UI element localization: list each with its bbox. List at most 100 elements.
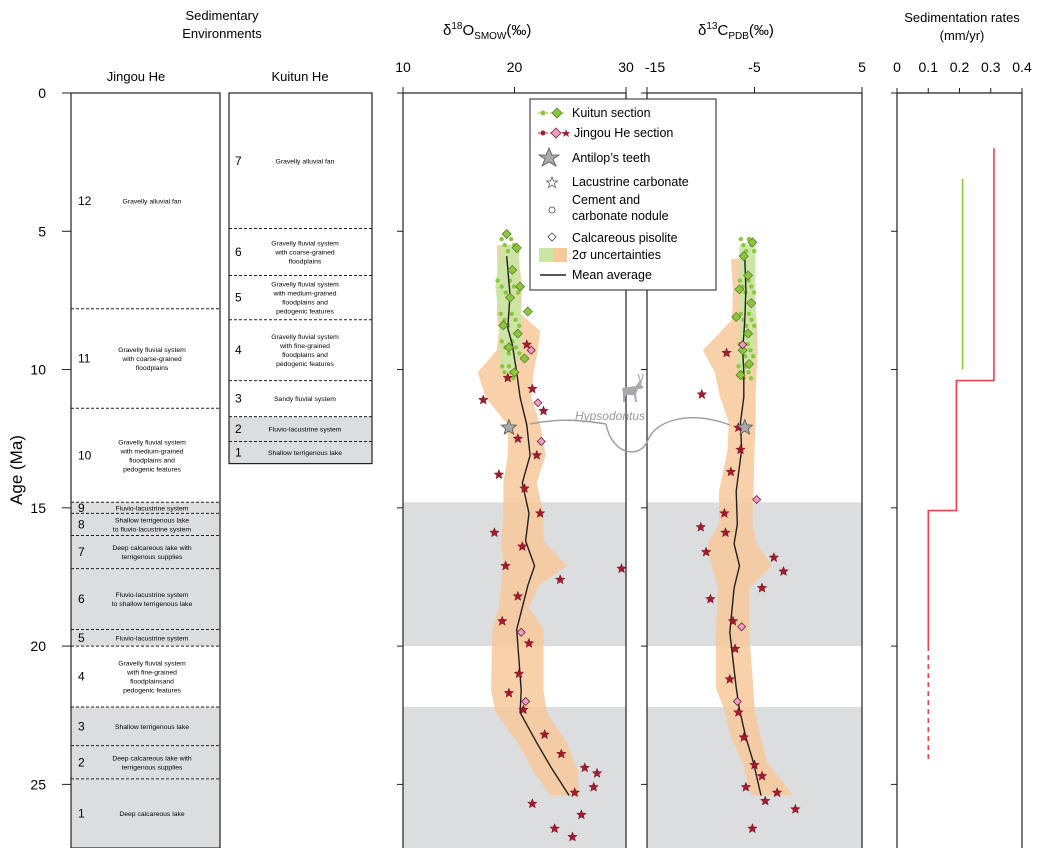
- age-tick-label: 15: [30, 500, 46, 516]
- hypsodontus-annotation: Hypsodontus: [529, 373, 731, 453]
- d13c-jingou-star: [729, 643, 741, 654]
- d13c-kuitun-dot: [742, 354, 748, 359]
- legend-jingou-label: Jingou He section: [574, 126, 673, 140]
- d13c-mass: 13: [706, 21, 718, 32]
- d13c-antilop-star: [736, 418, 754, 435]
- jingou-unit-label: with medium-grained: [119, 448, 183, 455]
- d13c-jingou-star: [705, 593, 716, 604]
- legend-uncertainty-swatch: [539, 248, 567, 262]
- legend: Kuitun section Jingou He section Antilop…: [529, 98, 717, 291]
- d13c-jingou-star: [749, 759, 760, 770]
- hypsodontus-connector: [529, 417, 731, 453]
- d13c-kuitun-diamond: [731, 311, 742, 323]
- jingou-unit-label: terrigenous supplies: [122, 554, 183, 561]
- d18o-kuitun-diamond: [515, 281, 526, 292]
- kuitun-unit-number: 5: [235, 291, 242, 305]
- d18o-kuitun-dot: [506, 351, 511, 356]
- d13c-jingou-star: [724, 673, 735, 684]
- d18o-kuitun-dot: [511, 284, 517, 289]
- jingou-shade: [71, 706, 220, 746]
- d18o-ref: SMOW: [474, 31, 507, 42]
- d18o-kuitun-dot: [503, 290, 508, 295]
- d18o-kuitun-diamond: [501, 228, 512, 240]
- d13c-kuitun-diamond: [746, 298, 757, 309]
- d13c-jingou-star: [725, 466, 737, 477]
- d18o-jingou-star: [569, 787, 581, 798]
- d18o-kuitun-diamond: [507, 264, 518, 276]
- rate-x-tick-label: 0.3: [981, 59, 1001, 75]
- jingou-unit-label: floodplainsand: [130, 679, 174, 686]
- d18o-jingou-star: [502, 372, 514, 383]
- legend-antilop-label: Antilop’s teeth: [572, 151, 650, 165]
- d18o-jingou-star: [567, 831, 578, 842]
- legend-pisolite-diamond-icon: [547, 232, 557, 242]
- age-tick-label: 10: [30, 362, 46, 378]
- d18o-kuitun-diamond: [498, 320, 509, 331]
- d13c-kuitun-diamond: [734, 284, 745, 295]
- jingou-unit-label: with coarse-grained: [121, 356, 182, 363]
- d13c-kuitun-dot: [751, 290, 757, 295]
- d13c-jingou-star: [756, 770, 768, 781]
- sed-env-header-line1: Sedimentary: [186, 8, 259, 23]
- d18o-kuitun-dot: [515, 290, 521, 295]
- d18o-kuitun-diamond: [522, 306, 533, 317]
- d18o-jingou-star: [527, 383, 538, 394]
- d13c-kuitun-dot: [749, 284, 754, 289]
- d18o-jingou-star: [503, 687, 515, 698]
- jingou-unit-number: 10: [78, 448, 92, 462]
- d13c-kuitun-dot: [748, 376, 754, 381]
- d13c-kuitun-dot: [736, 364, 741, 369]
- age-tick-label: 25: [30, 776, 46, 792]
- d18o-kuitun-dot: [513, 345, 519, 350]
- jingou-unit-label: Deep calcareous lake with: [112, 545, 192, 552]
- d13c-kuitun-dot: [751, 354, 756, 359]
- rate-x-tick-label: 0: [893, 59, 901, 75]
- d13c-jingou-star: [735, 444, 746, 455]
- d13c-kuitun-dot: [738, 236, 743, 242]
- kuitun-unit-number: 7: [235, 154, 242, 168]
- d18o-unit: (‰): [506, 22, 531, 39]
- d18o-pisolite-diamond: [526, 345, 536, 355]
- jingou-unit-label: Fluvio-lacustrine system: [116, 505, 189, 512]
- d18o-kuitun-diamond: [519, 353, 530, 364]
- d13c-x-tick-label: 5: [858, 59, 866, 75]
- d13c-jingou-star: [790, 803, 801, 814]
- d13c-kuitun-dot: [746, 370, 751, 375]
- kuitun-unit-label: with medium-grained: [272, 291, 336, 298]
- d18o-jingou-star: [549, 823, 560, 834]
- d13c-jingou-star: [738, 731, 750, 742]
- legend-antilop-star-icon: [537, 146, 561, 167]
- d13c-jingou-star: [721, 347, 732, 358]
- d18o-jingou-star: [512, 433, 524, 444]
- legend-cement-label-2: carbonate nodule: [572, 209, 669, 223]
- d18o-kuitun-dot: [509, 311, 515, 316]
- jingou-shade: [71, 502, 220, 514]
- jingou-unit-label: Gravelly alluvial fan: [123, 198, 182, 205]
- age-tick-label: 20: [30, 638, 46, 654]
- d13c-kuitun-diamond: [744, 358, 755, 370]
- d13c-kuitun-dot: [737, 278, 742, 283]
- legend-cement-circle-icon: [548, 206, 556, 214]
- d13c-jingou-star: [733, 706, 744, 717]
- d13c-kuitun-diamond: [737, 345, 748, 356]
- d18o-kuitun-diamond: [509, 367, 520, 378]
- d18o-jingou-star: [556, 748, 567, 759]
- d18o-header: δ18OSMOW(‰): [443, 21, 531, 42]
- d18o-jingou-star: [521, 339, 533, 350]
- jingou-unit-number: 9: [78, 501, 85, 515]
- jingou-unit-label: Shallow terrigenous lake: [115, 517, 189, 524]
- d13c-jingou-star: [720, 527, 731, 538]
- jingou-unit-number: 11: [78, 351, 91, 365]
- d18o-jingou-star: [591, 767, 603, 778]
- d18o-jingou-star: [516, 541, 528, 552]
- d18o-delta: δ: [443, 22, 451, 39]
- jingou-unit-label: Gravelly fluvial system: [118, 439, 186, 446]
- d18o-jingou-star: [512, 590, 524, 601]
- sed-rates-header-line1: Sedimentation rates: [904, 10, 1020, 25]
- d18o-jingou-star: [538, 405, 549, 416]
- d18o-jingou-star: [554, 574, 566, 585]
- sed-rates-header-line2: (mm/yr): [940, 28, 985, 43]
- d18o-jingou-star: [531, 449, 543, 460]
- hypsodontus-label: Hypsodontus: [575, 409, 645, 423]
- legend-uncert-label: 2σ uncertainties: [572, 248, 661, 262]
